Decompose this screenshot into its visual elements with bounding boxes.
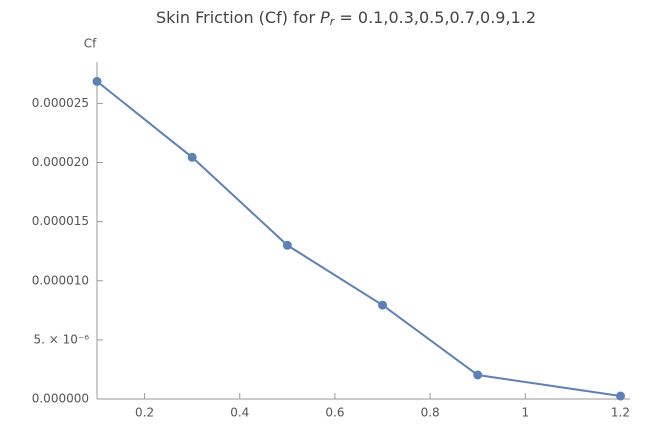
data-point [282, 240, 292, 250]
x-tick-label: 1.2 [611, 406, 630, 420]
title-text: Skin Friction (Cf) for [156, 8, 320, 27]
data-point [378, 300, 388, 310]
data-point [92, 76, 102, 86]
x-tick-label: 0.4 [230, 406, 249, 420]
title-symbol: P [320, 8, 330, 27]
y-tick-label: 0.000025 [32, 96, 89, 110]
x-tick-label: 0.8 [421, 406, 440, 420]
data-line [96, 80, 621, 398]
x-tick-label: 0.6 [325, 406, 344, 420]
chart-title: Skin Friction (Cf) for Pr = 0.1,0.3,0.5,… [156, 8, 536, 29]
y-axis-label: Cf [84, 37, 97, 51]
title-subscript: r [330, 15, 336, 28]
y-tick-label: 5. × 10⁻⁶ [33, 332, 89, 346]
title-text: = 0.1,0.3,0.5,0.7,0.9,1.2 [334, 8, 536, 27]
x-tick-label: 0.2 [135, 406, 154, 420]
y-tick-label: 0.000015 [32, 214, 89, 228]
x-tick-label: 1 [521, 406, 529, 420]
y-tick-label: 0.000020 [32, 155, 89, 169]
y-tick-label: 0.000000 [32, 392, 89, 406]
data-point [615, 391, 625, 401]
data-point [187, 152, 197, 162]
y-tick-label: 0.000010 [32, 273, 89, 287]
data-point [473, 370, 483, 380]
